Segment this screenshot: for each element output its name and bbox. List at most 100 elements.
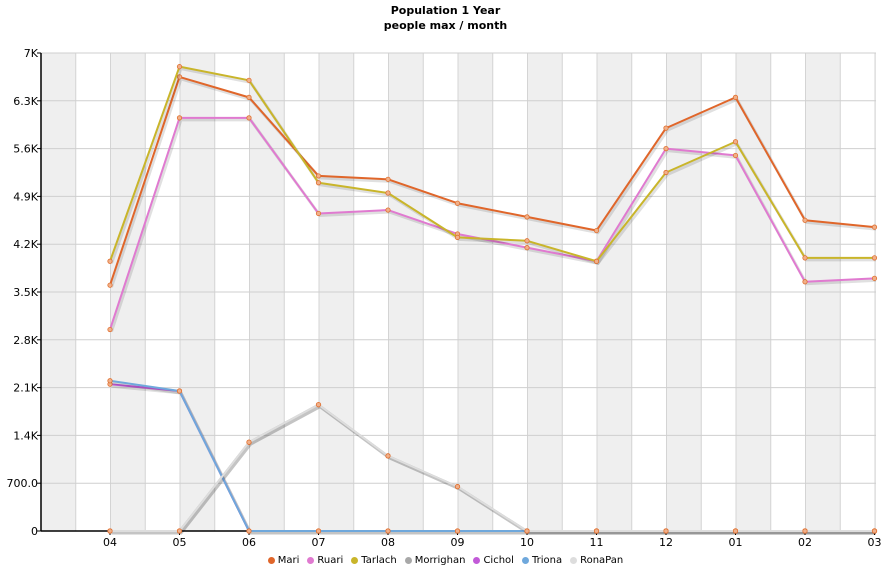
data-point bbox=[802, 528, 808, 534]
legend-item: Morrighan bbox=[404, 555, 466, 567]
data-point bbox=[385, 453, 391, 459]
x-tick-label: 04 bbox=[103, 536, 117, 549]
data-point bbox=[315, 210, 322, 217]
data-point bbox=[871, 275, 878, 281]
data-point bbox=[176, 64, 183, 70]
x-tick-label: 06 bbox=[242, 536, 256, 549]
data-point bbox=[732, 528, 739, 534]
x-tick-labels: 04 05 06 07 08 09 10 11 12 01 02 03 bbox=[103, 531, 882, 549]
y-tick-label: 5.6K bbox=[13, 143, 38, 156]
series-line bbox=[109, 65, 875, 263]
data-point bbox=[732, 139, 739, 145]
legend-label: RonaPan bbox=[580, 555, 624, 566]
data-point bbox=[524, 238, 530, 244]
data-point bbox=[246, 439, 252, 445]
data-point bbox=[107, 528, 113, 534]
y-tick-labels: 0 700.0 1.4K 2.1K 2.8K 3.5K 4.2K 4.9K 5.6K 6.3K 7K bbox=[7, 47, 39, 538]
data-point bbox=[871, 255, 878, 261]
data-point bbox=[107, 326, 113, 333]
legend-item: RonaPan bbox=[570, 555, 623, 567]
data-point bbox=[385, 176, 391, 182]
y-tick-label: 7K bbox=[24, 47, 39, 60]
data-point bbox=[524, 214, 530, 220]
data-point bbox=[802, 279, 808, 285]
legend-dot-icon bbox=[351, 557, 359, 564]
data-point bbox=[871, 224, 878, 230]
y-tick-label: 700.0 bbox=[7, 477, 39, 490]
data-point bbox=[246, 528, 252, 534]
data-point bbox=[524, 528, 530, 534]
legend-item: Cichol bbox=[473, 555, 514, 567]
horizontal-gridlines bbox=[37, 52, 876, 532]
data-point bbox=[454, 484, 461, 490]
series-line bbox=[110, 403, 875, 532]
data-point bbox=[385, 528, 391, 534]
x-tick-label: 08 bbox=[381, 536, 395, 549]
y-tick-label: 3.5K bbox=[13, 286, 38, 299]
legend-label: Mari bbox=[277, 555, 300, 566]
y-tick-label: 4.9K bbox=[13, 190, 38, 203]
data-point bbox=[524, 245, 530, 251]
data-point bbox=[454, 234, 461, 240]
data-point bbox=[385, 207, 391, 213]
legend-label: Tarlach bbox=[361, 555, 397, 566]
data-point bbox=[315, 180, 322, 186]
legend-label: Cichol bbox=[483, 555, 514, 566]
data-point bbox=[454, 528, 461, 534]
x-tick-label: 07 bbox=[312, 536, 326, 549]
legend-dot-icon bbox=[473, 557, 481, 564]
x-tick-label: 11 bbox=[590, 536, 604, 549]
data-point bbox=[663, 169, 669, 176]
x-tick-label: 02 bbox=[798, 536, 812, 549]
data-point bbox=[246, 94, 252, 100]
series-mari bbox=[107, 74, 878, 288]
data-point bbox=[315, 528, 322, 534]
series-lines bbox=[107, 64, 878, 535]
y-tick-label: 4.2K bbox=[13, 238, 38, 251]
x-tick-label: 10 bbox=[520, 536, 534, 549]
x-tick-label: 03 bbox=[868, 536, 882, 549]
data-point bbox=[107, 378, 113, 384]
y-tick-label: 2.8K bbox=[13, 334, 38, 347]
data-point bbox=[107, 258, 113, 264]
legend-label: Ruari bbox=[317, 555, 344, 566]
legend-item: Mari bbox=[267, 555, 300, 567]
data-point bbox=[315, 402, 322, 408]
data-point bbox=[802, 255, 808, 261]
x-tick-label: 09 bbox=[451, 536, 465, 549]
y-tick-label: 2.1K bbox=[13, 382, 38, 395]
data-point bbox=[176, 388, 183, 394]
series-ronapan bbox=[107, 402, 878, 535]
data-point bbox=[176, 74, 183, 80]
data-point bbox=[107, 282, 113, 288]
x-tick-label: 05 bbox=[173, 536, 187, 549]
data-point bbox=[454, 200, 461, 206]
legend-dot-icon bbox=[521, 557, 529, 564]
y-tick-label: 0 bbox=[31, 525, 38, 538]
legend-label: Triona bbox=[531, 555, 563, 566]
data-point bbox=[663, 528, 669, 534]
data-point bbox=[315, 173, 322, 179]
data-point bbox=[593, 258, 600, 264]
data-point bbox=[871, 528, 878, 534]
series-line bbox=[109, 116, 875, 330]
data-point bbox=[732, 152, 739, 159]
data-point bbox=[732, 94, 739, 100]
data-point bbox=[593, 227, 600, 234]
data-point bbox=[663, 125, 669, 131]
legend-item: Ruari bbox=[307, 555, 343, 567]
y-tick-label: 6.3K bbox=[13, 95, 38, 108]
data-point bbox=[246, 77, 252, 83]
data-point bbox=[246, 115, 252, 121]
legend-item: Triona bbox=[521, 555, 563, 567]
legend-dot-icon bbox=[570, 557, 578, 564]
y-tick-label: 1.4K bbox=[13, 429, 38, 442]
chart-title: Population 1 Year bbox=[390, 4, 501, 17]
series-tarlach bbox=[107, 64, 878, 265]
data-point bbox=[663, 146, 669, 152]
series-line bbox=[109, 75, 875, 286]
data-point bbox=[593, 528, 600, 534]
legend-label: Morrighan bbox=[414, 555, 466, 566]
x-tick-label: 01 bbox=[729, 536, 743, 549]
data-point bbox=[385, 190, 391, 196]
